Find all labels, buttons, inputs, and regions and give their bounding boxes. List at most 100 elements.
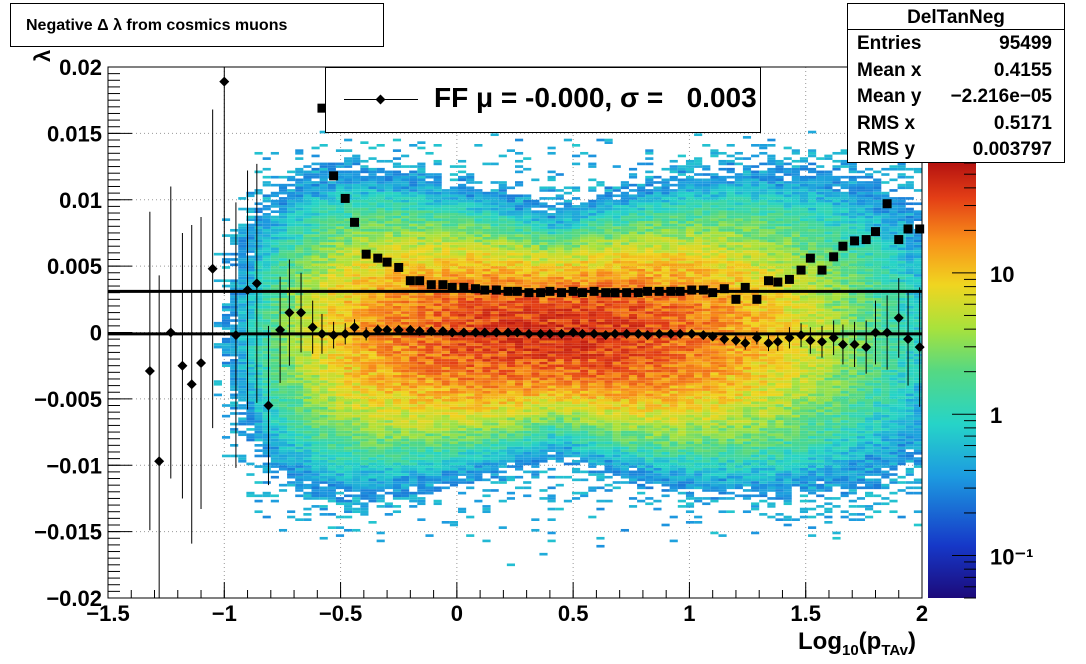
heatmap-cell [352,215,361,219]
heatmap-cell [409,340,418,344]
heatmap-cell [433,266,442,269]
heatmap-cell [254,417,263,421]
heatmap-cell [262,374,271,378]
heatmap-cell [311,351,320,354]
heatmap-cell [523,242,532,245]
heatmap-cell [303,449,312,452]
heatmap-cell [376,348,385,352]
heatmap-cell [555,351,564,354]
heatmap-cell [539,428,548,431]
heatmap-cell [262,274,271,277]
heatmap-cell [433,351,442,354]
heatmap-cell [498,231,507,235]
heatmap-cell [482,510,491,514]
heatmap-cell [531,279,540,283]
heatmap-cell [531,380,540,383]
heatmap-cell [384,369,393,373]
heatmap-cell [474,295,483,298]
heatmap-cell [327,470,336,474]
heatmap-cell [262,236,271,240]
heatmap-cell [466,486,475,490]
heatmap-cell [278,412,288,415]
heatmap-cell [254,218,263,221]
heatmap-cell [523,305,532,309]
heatmap-cell [466,343,475,346]
heatmap-cell [287,337,296,341]
heatmap-cell [531,412,540,415]
heatmap-cell [392,390,402,394]
heatmap-cell [547,220,556,224]
heatmap-cell [571,305,581,309]
heatmap-cell [360,276,369,280]
heatmap-cell [523,449,532,452]
heatmap-cell [433,239,442,243]
heatmap-cell [368,244,377,248]
heatmap-cell [458,343,467,346]
heatmap-cell [547,300,556,304]
heatmap-cell [523,398,532,402]
heatmap-cell [571,467,581,471]
heatmap-cell [555,297,564,301]
heatmap-cell [221,316,231,320]
heatmap-cell [392,252,402,256]
heatmap-cell [352,497,361,500]
heatmap-cell [531,252,540,256]
heatmap-cell [319,507,328,511]
heatmap-cell [466,207,475,211]
heatmap-cell [278,215,288,219]
heatmap-cell [311,385,320,389]
heatmap-cell [466,266,475,269]
heatmap-cell [254,319,263,322]
heatmap-cell [368,359,377,362]
heatmap-cell [295,401,304,405]
heatmap-cell [327,228,336,232]
heatmap-cell [327,454,336,458]
heatmap-cell [441,223,450,227]
heatmap-cell [417,353,426,357]
heatmap-cell [278,385,288,389]
heatmap-cell [287,449,296,452]
heatmap-cell [287,260,296,264]
heatmap-cell [311,396,320,399]
heatmap-cell [531,457,540,460]
heatmap-cell [539,234,548,237]
heatmap-cell [433,361,442,365]
heatmap-cell [303,428,312,431]
heatmap-cell [425,239,434,243]
heatmap-cell [327,202,336,206]
heatmap-cell [539,197,548,200]
heatmap-cell [401,181,410,184]
heatmap-cell [458,377,467,381]
heatmap-cell [466,287,475,291]
heatmap-cell [376,497,385,500]
heatmap-cell [327,271,336,275]
heatmap-cell [441,393,450,397]
heatmap-cell [392,300,402,304]
heatmap-cell [360,374,369,378]
heatmap-cell [262,181,271,184]
heatmap-cell [319,475,328,479]
heatmap-cell [490,449,499,452]
heatmap-cell [506,205,515,208]
heatmap-cell [482,449,491,452]
heatmap-cell [254,210,263,214]
heatmap-cell [433,343,442,346]
heatmap-cell [490,197,499,200]
heatmap-cell [401,199,410,203]
heatmap-cell [433,372,442,375]
heatmap-cell [254,388,263,391]
heatmap-cell [254,300,263,304]
heatmap-cell [466,361,475,365]
heatmap-cell [311,308,320,312]
heatmap-cell [417,417,426,421]
heatmap-cell [506,441,515,445]
heatmap-cell [515,218,524,221]
heatmap-cell [344,406,353,410]
heatmap-cell [311,223,320,227]
heatmap-cell [368,223,377,227]
heatmap-cell [319,536,328,540]
heatmap-cell [278,279,288,283]
heatmap-cell [287,223,296,227]
heatmap-cell [278,361,288,365]
heatmap-cell [319,489,328,492]
